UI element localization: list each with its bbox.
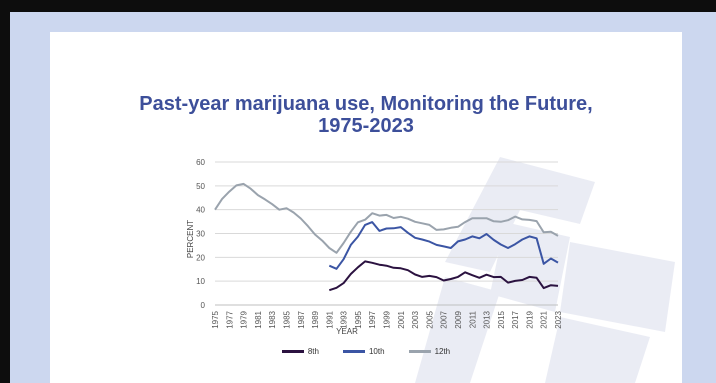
legend-item-12th: 12th: [408, 347, 451, 356]
y-tick-label: 40: [196, 206, 205, 215]
series-line-10th: [328, 221, 559, 270]
x-axis-label: YEAR: [336, 327, 358, 336]
x-tick-label: 2001: [397, 310, 406, 328]
legend-swatch: [281, 350, 304, 353]
chart-subtitle: 1975-2023: [318, 115, 414, 137]
legend-label: 12th: [434, 347, 451, 356]
y-axis-label: PERCENT: [186, 220, 195, 258]
x-tick-label: 2003: [411, 310, 420, 328]
x-tick-label: 1977: [225, 310, 234, 328]
x-tick-label: 1987: [297, 310, 306, 328]
x-tick-label: 2015: [497, 310, 506, 328]
x-tick-label: 2013: [483, 310, 492, 328]
x-tick-label: 1995: [354, 310, 363, 328]
legend-item-10th: 10th: [342, 347, 385, 356]
legend-item-8th: 8th: [281, 347, 319, 356]
x-tick-label: 1993: [340, 310, 349, 328]
y-tick-label: 0: [201, 301, 206, 310]
x-tick-label: 2023: [554, 310, 563, 328]
x-tick-label: 1979: [240, 310, 249, 328]
x-tick-label: 2007: [440, 310, 449, 328]
legend-swatch: [408, 350, 431, 353]
watermark-logo: [415, 157, 675, 383]
legend-swatch: [342, 350, 365, 353]
series-line-8th: [328, 260, 559, 292]
x-tick-label: 1999: [383, 310, 392, 328]
x-tick-label: 1975: [211, 310, 220, 328]
x-tick-label: 2019: [525, 310, 534, 328]
x-tick-label: 1997: [368, 310, 377, 328]
x-tick-label: 1985: [282, 310, 291, 328]
x-tick-label: 2011: [468, 310, 477, 328]
x-tick-label: 2021: [540, 310, 549, 328]
y-tick-label: 50: [196, 182, 205, 191]
x-tick-label: 1983: [268, 310, 277, 328]
line-chart: 0 10 20 30 40 50 60 1975 1977 1979 1981 1983 1985 19…: [186, 157, 675, 383]
legend-label: 10th: [368, 347, 385, 356]
y-tick-label: 20: [196, 253, 205, 262]
x-tick-label: 2005: [425, 310, 434, 328]
slide: Past-year marijuana use, Monitoring the …: [50, 32, 682, 383]
y-tick-label: 10: [196, 277, 205, 286]
chart-legend: 8th 10th 12th: [50, 347, 682, 356]
slide-frame: Past-year marijuana use, Monitoring the …: [10, 12, 716, 383]
x-tick-label: 1981: [254, 310, 263, 328]
series-line-12th: [214, 182, 559, 254]
legend-label: 8th: [307, 347, 319, 356]
x-tick-label: 2009: [454, 310, 463, 328]
chart-title: Past-year marijuana use, Monitoring the …: [139, 93, 593, 115]
y-tick-label: 60: [196, 158, 205, 167]
y-tick-label: 30: [196, 230, 205, 239]
x-tick-label: 2017: [511, 310, 520, 328]
x-tick-label: 1991: [325, 310, 334, 328]
x-tick-label: 1989: [311, 310, 320, 328]
